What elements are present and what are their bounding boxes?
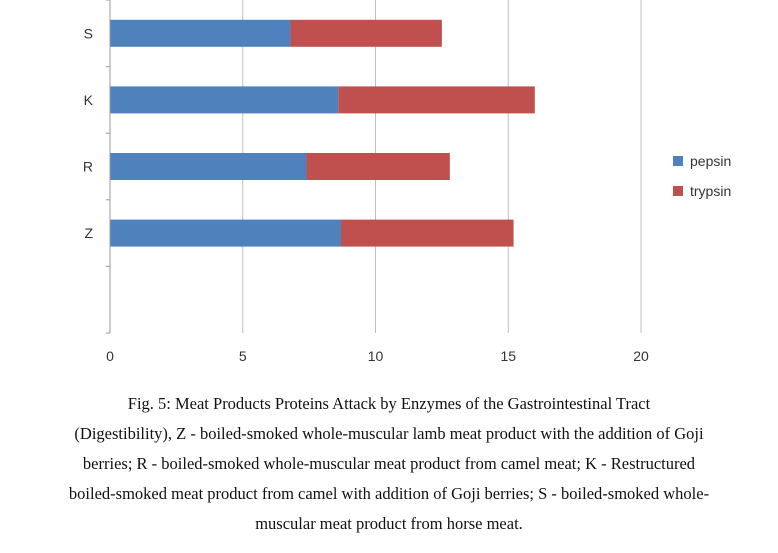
y-tick-labels: Z R K S	[83, 25, 94, 241]
figure-caption: Fig. 5: Meat Products Proteins Attack by…	[8, 389, 770, 539]
bar-trypsin-S	[290, 19, 442, 47]
x-tick-labels: 0 5 10 15 20	[106, 348, 649, 364]
bars	[106, 0, 535, 334]
x-tick-label: 15	[500, 348, 516, 364]
legend-label-pepsin: pepsin	[690, 153, 731, 169]
legend-label-trypsin: trypsin	[690, 183, 731, 199]
bar-trypsin-Z	[340, 219, 514, 247]
legend: pepsin trypsin	[673, 153, 731, 199]
caption-line: boiled-smoked meat product from camel wi…	[68, 484, 710, 503]
bar-pepsin-S	[110, 19, 291, 47]
caption-line: Fig. 5: Meat Products Proteins Attack by…	[127, 394, 651, 413]
y-tick-label: R	[83, 159, 93, 175]
bar-pepsin-Z	[110, 219, 341, 247]
bar-trypsin-R	[306, 153, 450, 180]
x-tick-label: 0	[106, 348, 114, 364]
legend-swatch-pepsin	[673, 156, 683, 166]
bar-trypsin-K	[338, 86, 535, 114]
caption-line: berries; R - boiled-smoked whole-muscula…	[82, 454, 696, 473]
stacked-bar-chart: 0 5 10 15 20 Z R K S pepsin trypsin	[83, 0, 731, 364]
x-tick-label: 5	[239, 348, 247, 364]
y-tick-label: Z	[84, 225, 93, 241]
x-tick-label: 10	[368, 348, 384, 364]
caption-line: muscular meat product from horse meat.	[255, 514, 523, 533]
caption-line: (Digestibility), Z - boiled-smoked whole…	[74, 424, 704, 443]
legend-swatch-trypsin	[673, 186, 683, 196]
bar-pepsin-K	[110, 86, 339, 114]
y-tick-label: S	[84, 25, 93, 41]
x-tick-label: 20	[633, 348, 649, 364]
bar-pepsin-R	[110, 153, 307, 180]
y-tick-label: K	[84, 92, 94, 108]
